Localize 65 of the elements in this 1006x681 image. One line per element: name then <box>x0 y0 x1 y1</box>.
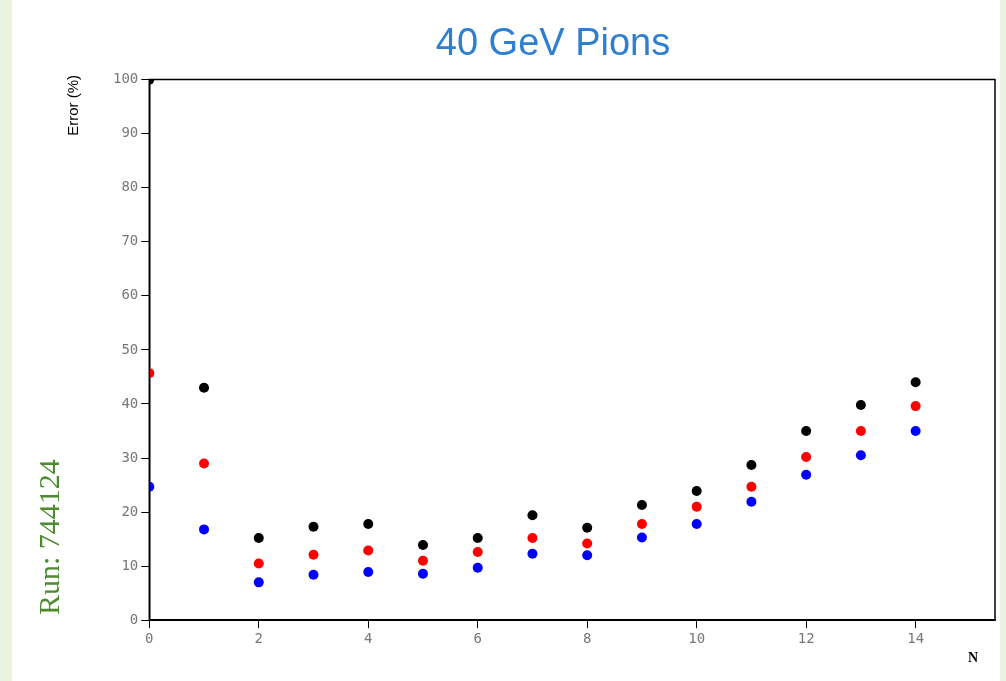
point <box>855 450 866 461</box>
point <box>472 547 483 558</box>
point <box>199 458 210 469</box>
y-tick-label: 40 <box>121 394 139 411</box>
point <box>910 401 921 412</box>
point <box>801 425 812 436</box>
point <box>253 558 264 569</box>
point <box>417 555 428 566</box>
y-axis-title: Error (%) <box>64 75 81 136</box>
point <box>746 481 757 492</box>
x-tick-label: 10 <box>688 630 706 647</box>
point <box>636 518 647 529</box>
x-tick-label: 2 <box>254 630 263 647</box>
point <box>636 500 647 511</box>
point <box>636 532 647 543</box>
point <box>308 569 319 580</box>
x-axis-title: N <box>967 650 978 666</box>
point <box>746 460 757 471</box>
point <box>691 486 702 496</box>
point <box>855 400 866 411</box>
point <box>582 522 593 533</box>
y-tick-label: 90 <box>121 124 139 141</box>
point <box>527 510 538 521</box>
y-tick-label: 20 <box>121 502 139 519</box>
point <box>691 501 702 512</box>
y-tick-label: 70 <box>121 232 139 249</box>
x-tick-label: 8 <box>582 630 592 647</box>
point <box>199 524 210 535</box>
point <box>582 538 593 549</box>
y-tick-label: 10 <box>121 556 139 573</box>
x-tick-label: 0 <box>145 630 154 647</box>
y-tick-label: 80 <box>121 178 139 195</box>
point <box>417 540 428 551</box>
point <box>527 548 538 559</box>
y-tick-label: 30 <box>121 448 139 465</box>
point <box>253 533 264 544</box>
chart-title: 40 GeV Pions <box>435 21 671 64</box>
point <box>801 469 812 480</box>
point <box>472 533 483 544</box>
x-tick-label: 6 <box>473 630 482 647</box>
point <box>527 533 538 544</box>
point <box>253 577 264 588</box>
point <box>582 550 593 561</box>
point <box>363 518 374 529</box>
point <box>199 382 210 393</box>
x-tick-label: 4 <box>364 630 373 647</box>
y-tick-label: 50 <box>121 340 139 357</box>
point <box>910 377 921 388</box>
point <box>801 451 812 462</box>
y-tick-label: 60 <box>121 286 139 303</box>
x-tick-label: 14 <box>907 630 925 647</box>
point <box>363 545 374 556</box>
point <box>691 518 702 529</box>
point <box>746 496 757 507</box>
point <box>308 549 319 560</box>
y-tick-label: 0 <box>129 610 139 627</box>
y-tick-label: 100 <box>112 70 139 87</box>
point <box>855 425 866 436</box>
point <box>363 567 374 578</box>
point <box>417 568 428 579</box>
point <box>910 425 921 436</box>
text: Run: 744124 <box>32 459 66 615</box>
point <box>472 562 483 573</box>
point <box>308 521 319 532</box>
x-tick-label: 12 <box>797 630 815 647</box>
